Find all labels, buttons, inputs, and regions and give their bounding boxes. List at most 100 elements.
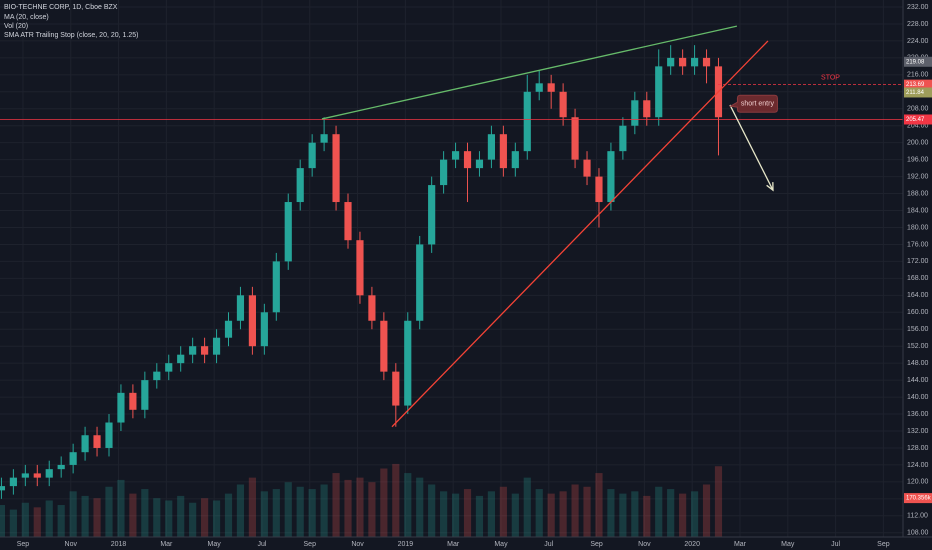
volume-bar	[81, 495, 89, 537]
volume-pane	[0, 463, 723, 537]
y-tick-label: 172.00	[907, 258, 929, 265]
candle-body	[655, 66, 663, 118]
x-tick-label: Mar	[160, 541, 173, 548]
price-label: 205.47	[906, 117, 925, 123]
arrow-shaft	[729, 104, 774, 191]
candle-body	[547, 83, 555, 92]
candle-body	[679, 57, 687, 67]
volume-bar	[141, 489, 149, 537]
volume-bar	[332, 473, 340, 537]
candle-body	[667, 57, 675, 67]
y-tick-label: 144.00	[907, 377, 929, 384]
volume-bar	[392, 463, 400, 537]
price-label: 211.84	[906, 90, 925, 96]
volume-bar	[583, 486, 591, 537]
volume-bar	[320, 484, 328, 537]
volume-bar	[177, 495, 185, 537]
candle-body	[451, 151, 460, 160]
x-tick-label: Nov	[65, 541, 78, 548]
y-tick-label: 228.00	[907, 21, 929, 28]
volume-bar	[475, 495, 484, 537]
volume-bar	[33, 507, 41, 537]
y-tick-label: 192.00	[907, 173, 929, 180]
candle-body	[356, 240, 364, 296]
y-tick-label: 164.00	[907, 292, 929, 299]
volume-bar	[21, 502, 29, 537]
x-tick-label: 2019	[398, 541, 414, 548]
candle-body	[487, 134, 496, 160]
y-tick-label: 120.00	[907, 479, 929, 486]
y-tick-label: 156.00	[907, 326, 929, 333]
volume-bar	[344, 479, 352, 537]
y-tick-label: 184.00	[907, 207, 929, 214]
arrow-head	[766, 182, 774, 192]
candle-body	[440, 159, 448, 186]
volume-bar	[57, 505, 65, 537]
candle-body	[0, 486, 6, 491]
x-tick-label: Jul	[257, 541, 266, 548]
candle-body	[320, 134, 328, 143]
candle-body	[129, 392, 137, 410]
volume-bar	[416, 477, 424, 537]
y-tick-label: 112.00	[907, 513, 928, 520]
volume-bar	[463, 489, 472, 537]
y-tick-label: 148.00	[907, 360, 929, 367]
candle-body	[93, 435, 101, 448]
candle-body	[571, 117, 579, 160]
y-tick-label: 188.00	[907, 190, 929, 197]
x-tick-label: Mar	[734, 541, 747, 548]
volume-bar	[212, 500, 221, 537]
volume-bar	[595, 473, 603, 537]
x-tick-label: May	[781, 541, 795, 548]
volume-label: 170.356k	[906, 496, 932, 502]
grid	[0, 0, 903, 537]
volume-bar	[643, 495, 651, 537]
volume-bar	[667, 489, 675, 537]
y-tick-label: 160.00	[907, 309, 929, 316]
candle-body	[583, 159, 591, 177]
y-tick-label: 168.00	[907, 275, 929, 282]
price-label: 213.69	[906, 82, 925, 88]
candle-body	[392, 371, 400, 406]
candle-body	[272, 261, 280, 313]
volume-bar	[201, 498, 209, 537]
volume-bar	[105, 486, 113, 537]
volume-bar	[368, 482, 376, 537]
volume-bar	[153, 498, 161, 537]
volume-bar	[571, 484, 579, 537]
volume-bar	[93, 498, 101, 537]
volume-bar	[619, 493, 627, 537]
candle-body	[332, 134, 340, 203]
volume-bar	[272, 489, 280, 537]
volume-bar	[451, 493, 460, 537]
candle-body	[9, 477, 17, 487]
volume-bar	[380, 468, 388, 537]
candle-body	[595, 176, 603, 203]
candle-body	[189, 346, 197, 355]
volume-bar	[356, 477, 364, 537]
y-tick-label: 232.00	[907, 4, 929, 11]
y-tick-label: 128.00	[907, 445, 929, 452]
volume-bar	[547, 493, 555, 537]
volume-bar	[296, 486, 304, 537]
candle-body	[236, 295, 245, 321]
volume-bar	[440, 491, 448, 537]
trendline	[391, 40, 769, 428]
x-tick-label: Sep	[590, 541, 603, 548]
candle-body	[690, 57, 699, 67]
note-balloon	[728, 94, 778, 113]
candle-body	[248, 295, 256, 347]
price-label-box	[904, 79, 932, 90]
candle-body	[165, 363, 173, 372]
volume-bar	[702, 484, 711, 537]
volume-bar	[117, 479, 125, 537]
volume-bar	[535, 489, 543, 537]
x-tick-label: May	[208, 541, 222, 548]
volume-bar	[487, 491, 496, 537]
y-tick-label: 140.00	[907, 394, 929, 401]
candle-body	[607, 151, 615, 203]
candle-body	[141, 380, 149, 410]
candle-body	[284, 202, 292, 262]
candle-body	[619, 125, 627, 152]
